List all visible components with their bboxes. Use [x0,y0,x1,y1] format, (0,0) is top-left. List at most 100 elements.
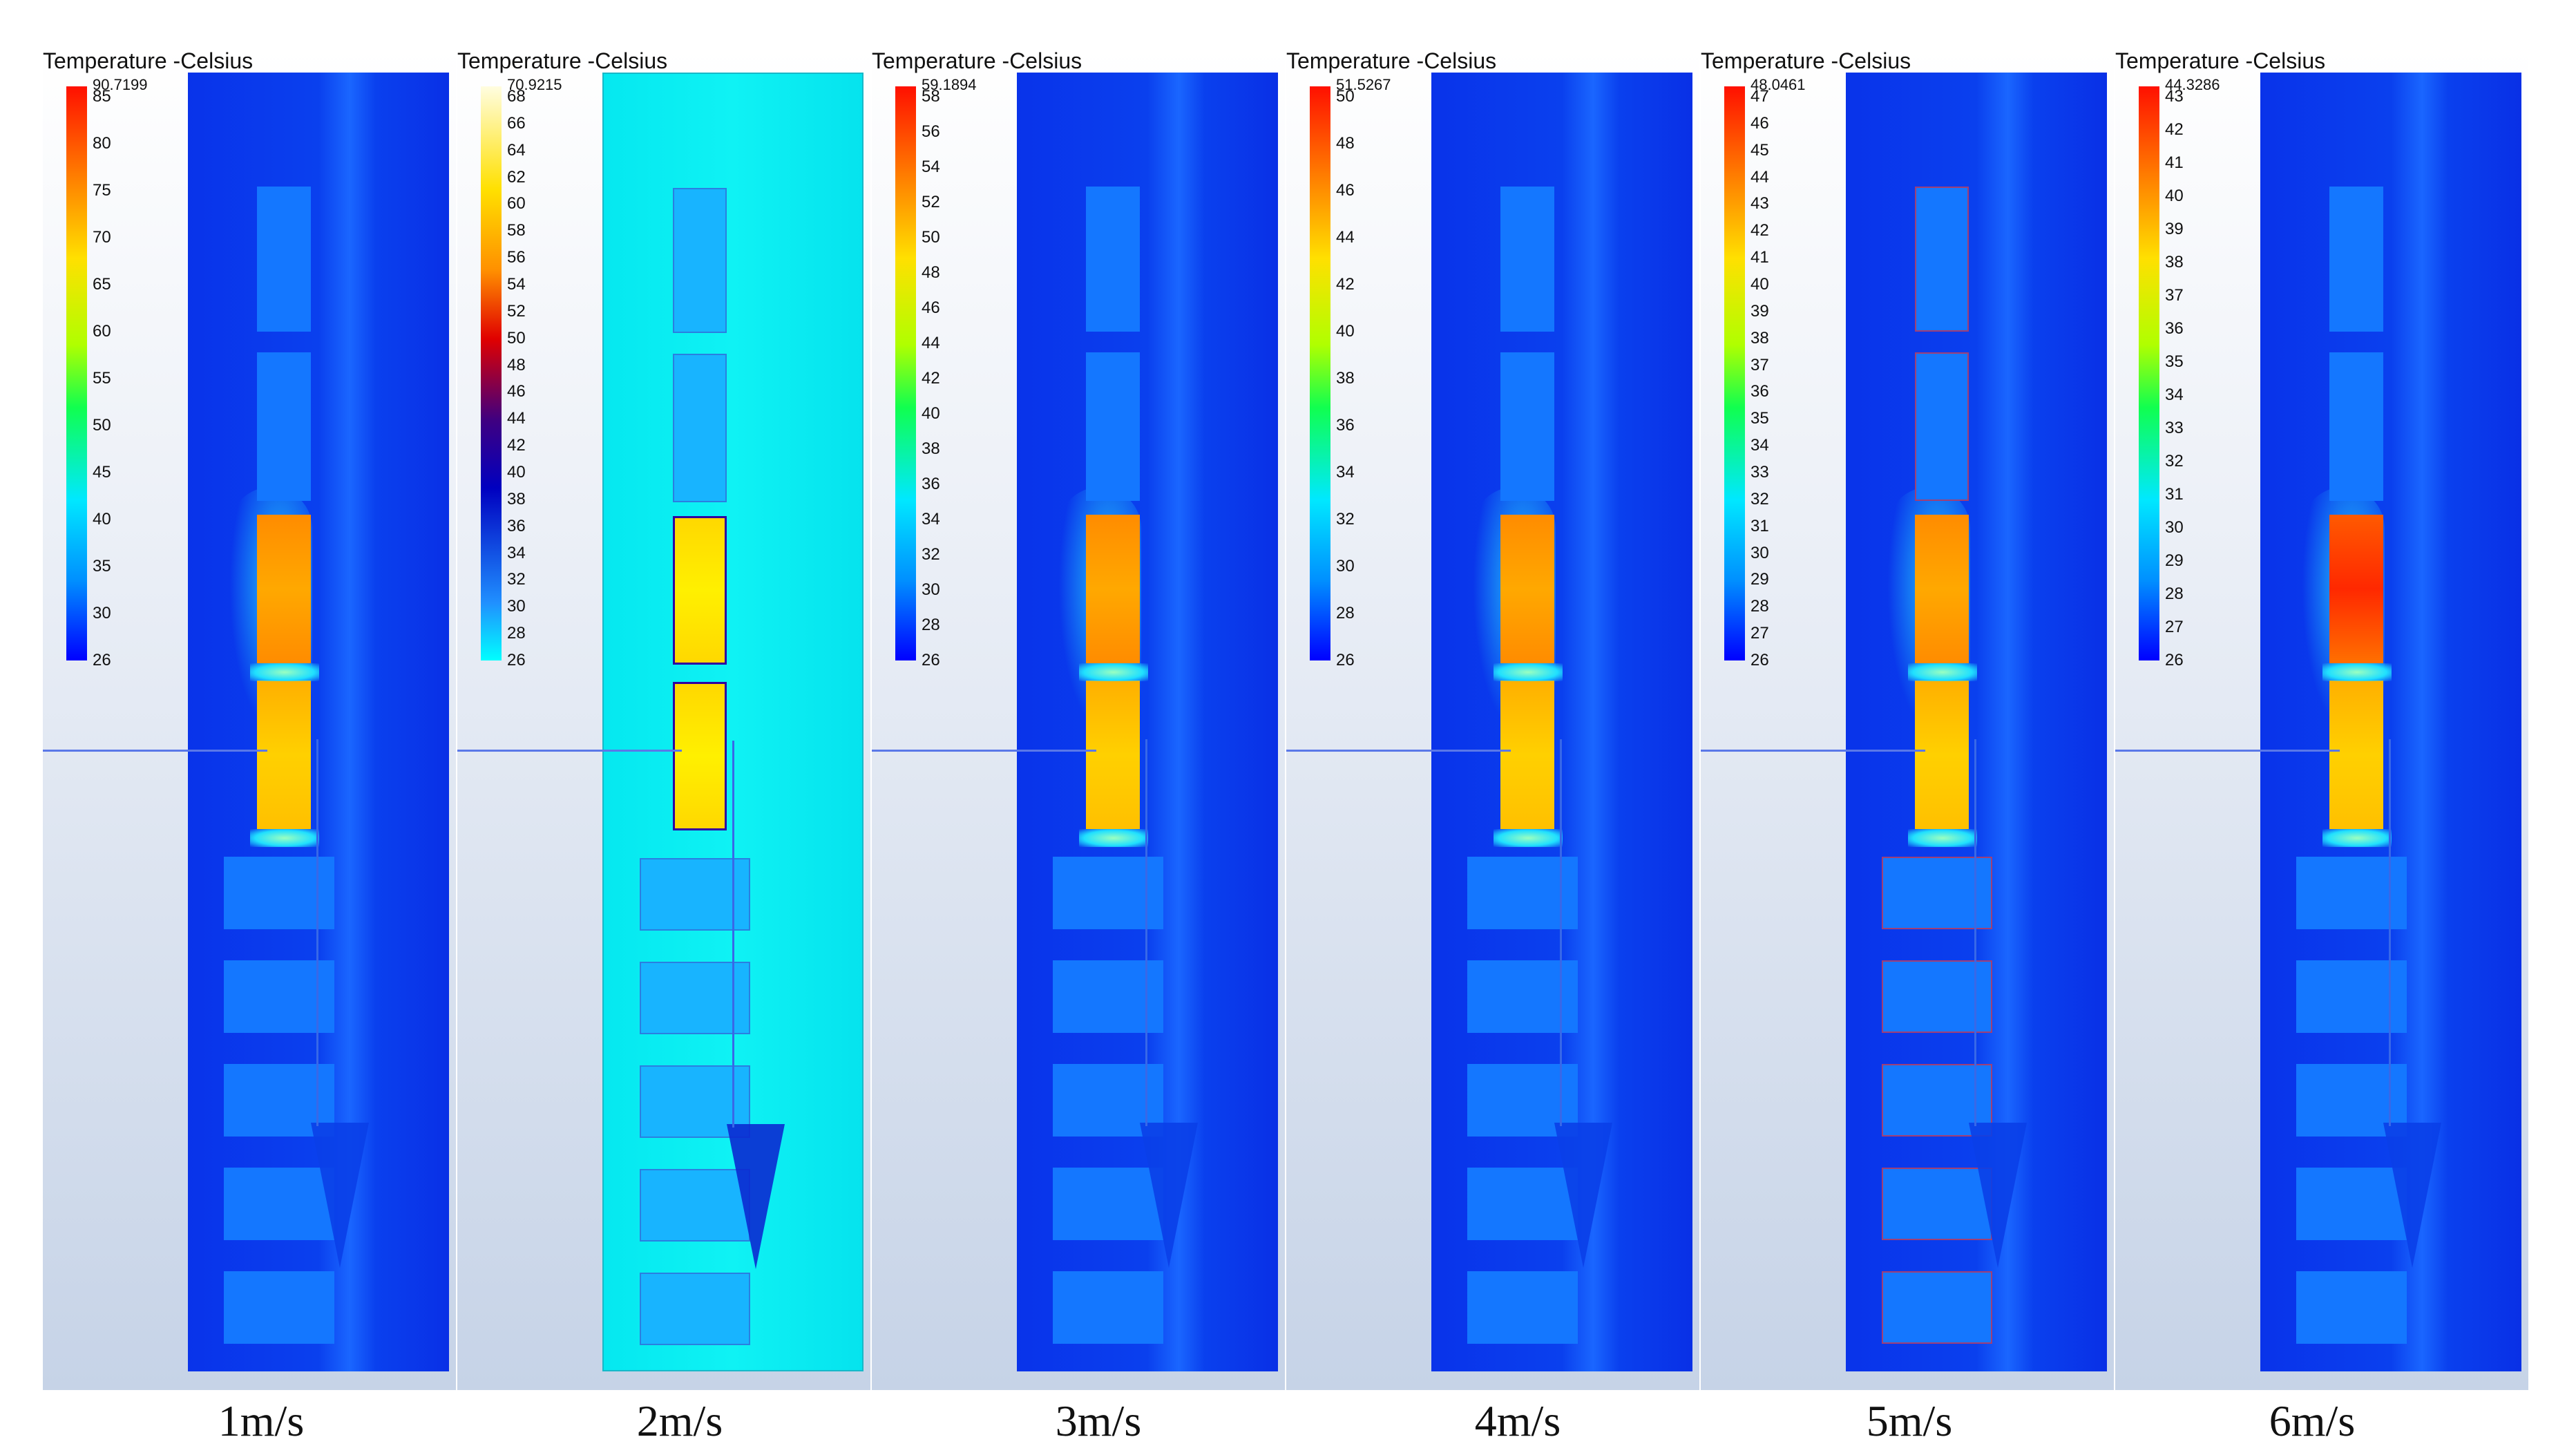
legend-tick-label: 30 [93,604,111,622]
legend-tick-label: 28 [1750,597,1769,616]
legend-tick-label: 47 [1750,87,1769,106]
air-nozzle [727,1124,785,1269]
cooling-block [2296,857,2407,929]
legend-tick-label: 42 [1336,274,1355,294]
result-panel: Temperature -Celsius 59.1894 58 56 54 52 50 48 4… [872,48,1285,1390]
legend-tick-label: 34 [922,510,940,529]
cooling-block [2329,352,2383,501]
legend-max-value: 59.1894 [922,76,977,93]
cooling-block [1500,187,1554,332]
heat-source-block [1086,515,1140,663]
air-nozzle [2383,1123,2441,1268]
result-panel: Temperature -Celsius 51.5267 50 48 46 44 42 40 3… [1286,48,1699,1390]
color-legend-bar [66,86,87,660]
color-legend-bar [481,86,502,660]
heat-source-block [2329,515,2383,663]
hot-gap-glow [2322,829,2392,847]
legend-tick-label: 54 [922,158,940,176]
hot-gap-glow [1494,663,1563,681]
hot-gap-glow [1908,829,1977,847]
legend-tick-label: 34 [1336,462,1355,482]
legend-tick-label: 30 [1750,543,1769,562]
cooling-block [673,354,727,502]
legend-tick-label: 31 [2165,485,2184,504]
legend-tick-label: 48 [507,355,526,374]
legend-max-value: 44.3286 [2165,76,2220,93]
legend-tick-label: 46 [922,298,940,317]
cooling-block [1500,352,1554,501]
legend-max-value: 51.5267 [1336,76,1391,93]
legend-tick-label: 30 [922,580,940,599]
legend-title: Temperature -Celsius [43,48,254,73]
velocity-caption: 5m/s [1866,1396,1953,1445]
legend-tick-label: 39 [2165,220,2184,238]
probe-line [1974,739,1976,1126]
legend-tick-label: 40 [2165,187,2184,205]
legend-tick-label: 32 [507,570,526,589]
cooling-block [640,858,750,931]
air-nozzle [311,1123,369,1268]
legend-max-value: 48.0461 [1750,76,1806,93]
legend-tick-label: 50 [1336,87,1355,106]
result-panel: Temperature -Celsius 44.3286 43 42 41 40 39 38 3… [2115,48,2528,1390]
legend-tick-label: 48 [922,263,940,282]
result-panel: Temperature -Celsius 90.7199 85 80 75 70 65 60 5… [43,48,456,1390]
probe-line [1145,739,1147,1126]
cooling-block [2296,1271,2407,1344]
hot-gap-glow [1079,829,1148,847]
legend-tick-label: 43 [1750,194,1769,213]
legend-tick-label: 33 [1750,462,1769,482]
legend-tick-label: 43 [2165,87,2184,106]
temperature-field [188,73,449,1371]
legend-tick-label: 48 [1336,133,1355,153]
legend-tick-label: 38 [2165,253,2184,272]
legend-tick-label: 26 [93,651,111,669]
color-legend-bar [2139,86,2159,660]
legend-tick-label: 34 [2165,386,2184,404]
velocity-caption: 1m/s [218,1396,305,1445]
legend-tick-label: 38 [1750,328,1769,348]
legend-tick-label: 40 [93,510,111,529]
legend-tick-label: 31 [1750,516,1769,535]
legend-tick-label: 42 [922,369,940,388]
color-legend-bar [1724,86,1745,660]
legend-tick-label: 27 [1750,624,1769,643]
temperature-field [1017,73,1278,1371]
hot-gap-glow [2322,663,2392,681]
legend-title: Temperature -Celsius [1286,48,1497,73]
legend-tick-label: 52 [922,193,940,211]
legend-tick-label: 33 [2165,419,2184,437]
cooling-block [1086,187,1140,332]
legend-tick-label: 44 [507,409,526,428]
cooling-block [640,962,750,1034]
cooling-block [224,960,334,1033]
cooling-block [673,188,727,333]
heat-source-block [673,682,727,830]
legend-tick-label: 40 [507,462,526,482]
legend-tick-label: 42 [2165,120,2184,139]
cooling-block [257,187,311,332]
air-nozzle [1969,1123,2027,1268]
legend-tick-label: 75 [93,180,111,200]
legend-tick-label: 42 [1750,221,1769,240]
cooling-block [1467,857,1578,929]
temperature-field [1846,73,2107,1371]
legend-tick-label: 26 [2165,651,2184,669]
legend-tick-label: 38 [507,489,526,508]
legend-tick-label: 55 [93,369,111,388]
probe-line [872,750,1096,752]
legend-tick-label: 50 [507,328,526,348]
heat-source-block [2329,681,2383,829]
legend-title: Temperature -Celsius [1701,48,1911,73]
probe-line [43,750,267,752]
legend-tick-label: 46 [1750,113,1769,133]
legend-tick-label: 36 [922,475,940,493]
hot-gap-glow [1079,663,1148,681]
heat-source-block [1915,515,1969,663]
legend-tick-label: 62 [507,167,526,187]
cooling-block [1086,352,1140,501]
legend-tick-label: 38 [1336,369,1355,388]
legend-ticks: 43 42 41 40 39 38 37 36 35 34 33 32 31 30 29 28 27 26 [2165,87,2234,669]
legend-tick-label: 30 [507,597,526,616]
legend-tick-label: 37 [1750,355,1769,374]
